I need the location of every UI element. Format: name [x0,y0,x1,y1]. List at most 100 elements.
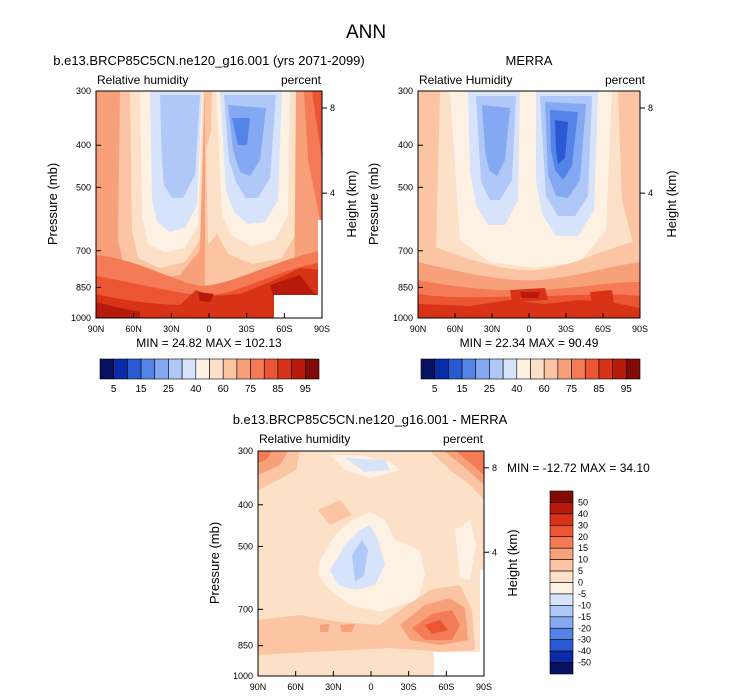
x-tick-label: 90S [476,682,492,692]
panel-merra-right-label: percent [605,73,646,87]
colorbar-swatch [598,358,613,380]
colorbar-swatch [154,358,169,380]
colorbar-label: -50 [578,658,591,668]
panel-model-title: b.e13.BRCP85C5CN.ne120_g16.001 (yrs 2071… [53,53,364,68]
x-tick-label: 30N [325,682,342,692]
colorbar-swatch [250,358,265,380]
panel-diff-minmax: MIN = -12.72 MAX = 34.10 [507,461,650,475]
y-tick-label: 300 [76,86,91,96]
panel-merra-ylabel: Pressure (mb) [366,163,381,245]
panel-diff-title: b.e13.BRCP85C5CN.ne120_g16.001 - MERRA [233,412,508,427]
colorbar-label: 60 [539,384,551,395]
y-tick-label: 700 [398,246,413,256]
x-tick-label: 0 [368,682,373,692]
colorbar-swatch [549,627,574,640]
colorbar-swatch [571,358,586,380]
colorbar-swatch [305,358,320,380]
y2-tick-label: 8 [492,463,497,473]
panel-model-minmax: MIN = 24.82 MAX = 102.13 [136,336,282,350]
colorbar-label: -40 [578,646,591,656]
colorbar-swatch [549,650,574,663]
panel-model-ylabel: Pressure (mb) [45,163,60,245]
colorbar-label: 15 [578,543,588,553]
panel-diff: b.e13.BRCP85C5CN.ne120_g16.001 - MERRA R… [207,412,650,692]
panel-model-right-label: percent [281,73,322,87]
colorbar-swatch [549,490,574,503]
colorbar-swatch [461,358,477,380]
y-tick-label: 500 [238,541,253,551]
colorbar-label: 5 [432,384,438,395]
colorbar-swatch [209,358,224,380]
colorbar-swatch [549,593,574,606]
colorbar-swatch [626,358,641,380]
colorbar-swatch [195,358,210,380]
colorbar-swatch [489,358,504,380]
colorbar-swatch [168,358,183,380]
colorbar-swatch [549,570,574,583]
x-tick-label: 60N [287,682,304,692]
y-tick-label: 300 [398,86,413,96]
y-tick-label: 700 [238,604,253,614]
colorbar-swatch [434,358,449,380]
y-tick-label: 1000 [393,313,413,323]
colorbar-label: 40 [578,509,588,519]
panel-diff-right-label: percent [443,432,484,446]
y-tick-label: 850 [76,282,91,292]
panel-diff-left-label: Relative humidity [259,432,350,446]
colorbar-label: 40 [511,384,523,395]
colorbar-label: 85 [272,384,284,395]
x-tick-label: 60S [438,682,454,692]
colorbar-label: 20 [578,532,588,542]
colorbar-label: 15 [457,384,469,395]
x-tick-label: 90N [410,324,427,334]
colorbar-swatch [113,358,128,380]
y-tick-label: 1000 [233,671,253,681]
colorbar-swatch [549,662,574,675]
colorbar-swatch [549,605,574,618]
colorbar-swatch [127,358,142,380]
y-tick-label: 1000 [71,313,91,323]
colorbar-swatch [549,559,574,572]
colorbar-swatch [549,582,574,595]
panel-model-y2label: Height (km) [344,170,359,237]
colorbar-swatch [549,616,574,629]
colorbar-label: 50 [578,497,588,507]
colorbar-label: 95 [300,384,312,395]
colorbar-swatch [549,536,574,549]
panel-model-field [96,91,322,318]
y-tick-label: 400 [238,500,253,510]
colorbar-swatch [549,639,574,652]
y-tick-label: 700 [76,246,91,256]
colorbar-label: 40 [190,384,202,395]
colorbar-swatch [475,358,490,380]
panel-merra-left-label: Relative Humidity [419,73,512,87]
colorbar-label: 25 [163,384,175,395]
panel-model: b.e13.BRCP85C5CN.ne120_g16.001 (yrs 2071… [45,53,365,395]
panel-diff-field [258,451,484,676]
figure-title: ANN [346,22,386,43]
x-tick-label: 30S [558,324,574,334]
panel-diff-y2label: Height (km) [505,529,520,596]
y-tick-label: 500 [76,182,91,192]
colorbar-swatch [612,358,627,380]
colorbar-label: 15 [136,384,148,395]
panel-merra-title: MERRA [506,53,553,68]
x-tick-label: 30S [401,682,417,692]
y-tick-label: 400 [398,140,413,150]
y-tick-label: 300 [238,446,253,456]
colorbar-swatch [549,513,574,526]
y-tick-label: 400 [76,140,91,150]
y2-tick-label: 4 [492,547,497,557]
colorbar-swatch [263,358,279,380]
x-tick-label: 90S [314,324,330,334]
colorbar-label: -20 [578,623,591,633]
x-tick-label: 90S [632,324,648,334]
x-tick-label: 60S [276,324,292,334]
y2-tick-label: 8 [330,103,335,113]
colorbar-swatch [236,358,251,380]
colorbar-label: 85 [593,384,605,395]
colorbar-swatch [549,547,574,560]
colorbar-label: 95 [621,384,633,395]
colorbar-swatch [222,358,238,380]
y-tick-label: 500 [398,182,413,192]
